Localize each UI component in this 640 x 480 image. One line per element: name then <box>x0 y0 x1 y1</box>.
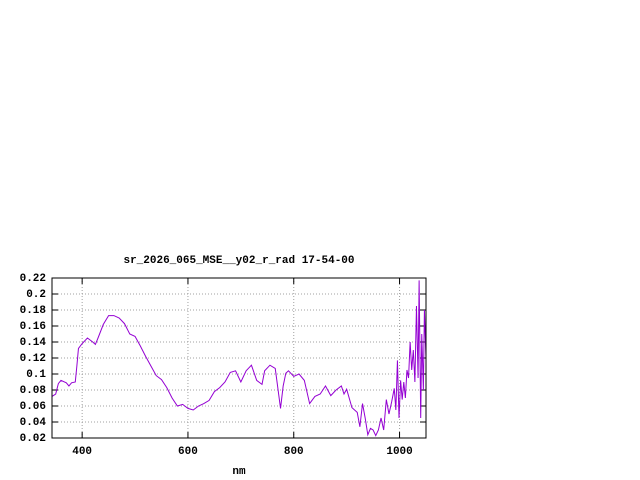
y-tick-label: 0.04 <box>20 417 47 429</box>
y-tick-label: 0.12 <box>20 353 46 365</box>
y-tick-label: 0.18 <box>20 305 47 317</box>
y-tick-label: 0.2 <box>26 289 46 301</box>
y-tick-label: 0.06 <box>20 401 46 413</box>
x-axis-label: nm <box>232 466 246 478</box>
x-tick-label: 1000 <box>386 446 412 458</box>
y-tick-label: 0.22 <box>20 273 46 285</box>
y-tick-label: 0.1 <box>26 369 46 381</box>
plot-border <box>51 277 427 439</box>
y-tick-label: 0.02 <box>20 433 46 445</box>
y-tick-label: 0.16 <box>20 321 46 333</box>
chart-title: sr_2026_065_MSE__y02_r_rad 17-54-00 <box>123 255 354 267</box>
y-tick-label: 0.08 <box>20 385 47 397</box>
x-tick-label: 800 <box>284 446 304 458</box>
y-tick-label: 0.14 <box>20 337 47 349</box>
x-tick-label: 600 <box>178 446 198 458</box>
data-line <box>51 280 427 437</box>
x-tick-label: 400 <box>72 446 92 458</box>
